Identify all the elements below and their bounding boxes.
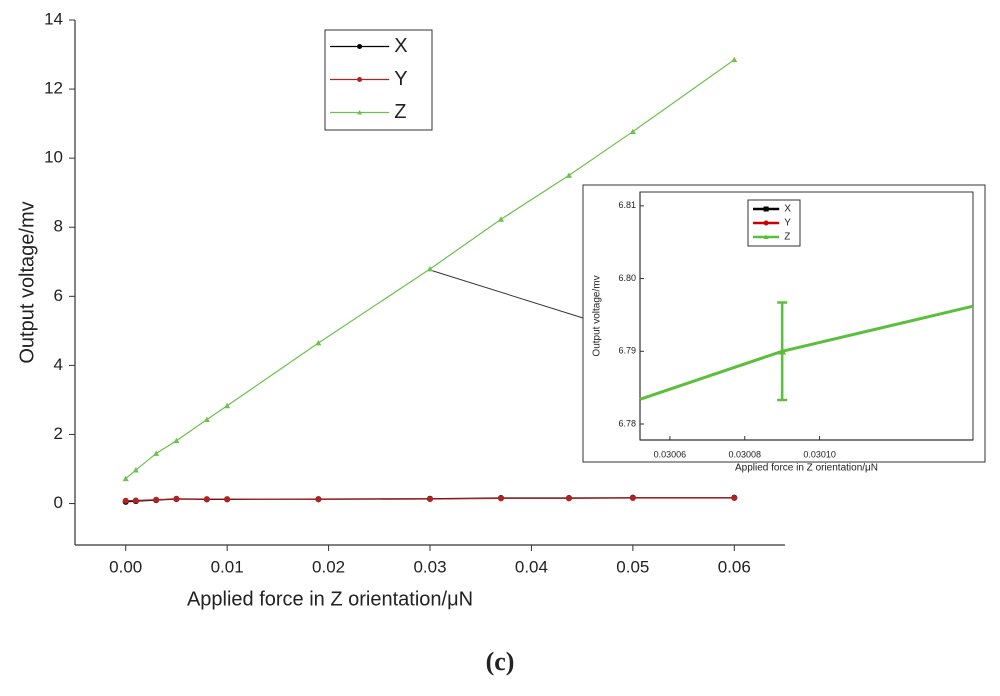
marker (763, 234, 769, 239)
marker (565, 172, 572, 178)
y-tick-label: 14 (44, 9, 63, 28)
marker (565, 495, 572, 502)
y-tick-label: 6.80 (618, 273, 636, 283)
marker (498, 216, 504, 222)
marker (203, 496, 210, 503)
legend-label: X (784, 204, 791, 215)
marker (224, 402, 231, 409)
y-tick-label: 6.79 (618, 346, 636, 356)
marker (173, 495, 180, 502)
marker (315, 339, 322, 346)
series-line (125, 59, 735, 480)
marker (122, 475, 129, 482)
x-tick-label: 0.03006 (654, 449, 687, 459)
marker (224, 496, 231, 503)
x-tick-label: 0.03010 (803, 449, 836, 459)
marker (132, 497, 139, 504)
marker (763, 206, 769, 212)
marker (778, 347, 787, 355)
y-tick-label: 8 (54, 217, 63, 236)
x-tick-label: 0.03 (413, 557, 446, 576)
marker (203, 416, 210, 423)
x-tick-label: 0.02 (312, 557, 345, 576)
marker (629, 495, 636, 502)
x-axis-label: Applied force in Z orientation/μN (187, 588, 473, 610)
legend-label: Z (394, 101, 406, 123)
y-tick-label: 6.81 (618, 200, 636, 210)
marker (315, 496, 322, 503)
marker (357, 110, 363, 115)
marker (731, 495, 738, 502)
x-tick-label: 0.05 (616, 557, 649, 576)
marker (357, 44, 363, 49)
y-tick-label: 6.78 (618, 418, 636, 428)
y-tick-label: 0 (54, 493, 63, 512)
x-tick-label: 0.03008 (728, 449, 761, 459)
legend-label: Z (784, 232, 790, 243)
marker (498, 495, 504, 502)
marker (132, 467, 139, 473)
x-axis-label: Applied force in Z orientation/μN (735, 463, 878, 474)
y-tick-label: 12 (44, 79, 63, 98)
y-tick-label: 6 (54, 286, 63, 305)
marker (122, 497, 129, 504)
legend-label: X (394, 35, 407, 57)
y-axis-label: Output voltage/mv (16, 201, 38, 363)
marker (763, 220, 769, 226)
marker (427, 496, 433, 503)
marker (731, 56, 738, 63)
caption: (c) (486, 647, 515, 676)
x-tick-label: 0.04 (515, 557, 548, 576)
y-tick-label: 2 (54, 424, 63, 443)
marker (427, 266, 433, 272)
legend-label: Y (394, 68, 407, 90)
legend-label: Y (784, 218, 791, 229)
marker (357, 77, 363, 82)
marker (173, 437, 180, 444)
marker (153, 450, 160, 456)
x-tick-label: 0.00 (109, 557, 142, 576)
y-tick-label: 4 (54, 355, 63, 374)
zoom-connector (429, 269, 584, 319)
x-tick-label: 0.06 (718, 557, 751, 576)
x-tick-label: 0.01 (211, 557, 244, 576)
marker (629, 128, 636, 134)
marker (153, 496, 160, 503)
y-tick-label: 10 (44, 148, 63, 167)
y-axis-label: Output voltage/mv (592, 275, 603, 356)
series-line (125, 497, 735, 502)
